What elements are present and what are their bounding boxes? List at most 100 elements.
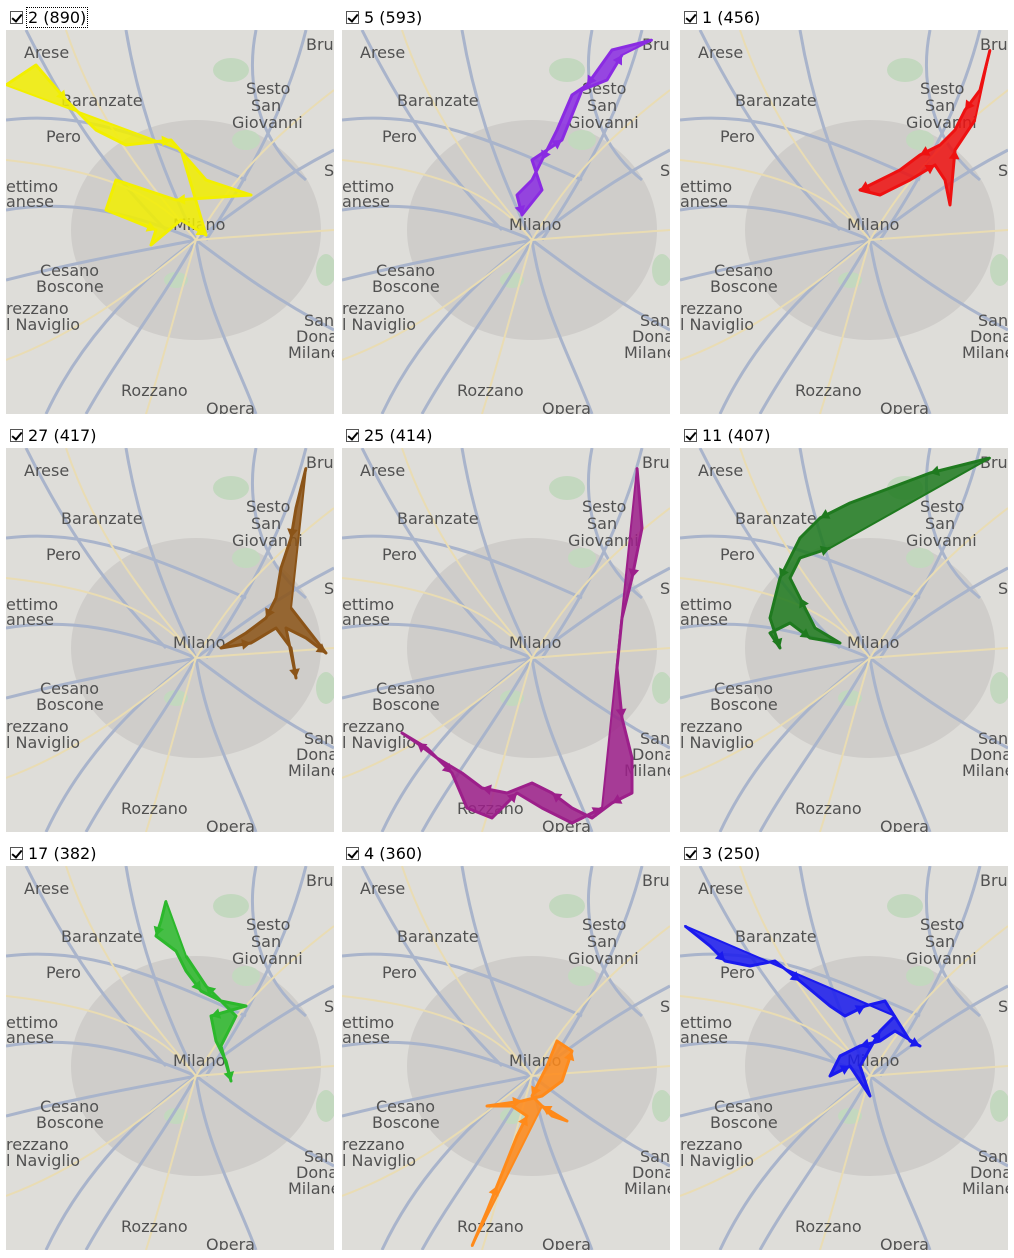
place-label-donato: San [304,729,334,748]
road-line [342,656,533,700]
place-label-donato: Milane [624,343,670,362]
place-label-rozzano: Rozzano [457,1217,524,1236]
panel-checkbox[interactable] [10,10,23,24]
trajectory-arrow [789,971,800,981]
place-label-arese: Arese [360,461,405,480]
place-label-baranzate: Baranzate [735,927,817,946]
trajectory-arrow [551,140,562,150]
panel-label[interactable]: 5 (593) [364,7,423,27]
road-line [194,239,258,414]
trajectory-line [6,63,253,247]
road-line [868,239,932,414]
panel-label[interactable]: 4 (360) [364,843,423,863]
minor-road-line [195,925,334,1077]
panel-checkbox[interactable] [346,846,359,860]
place-label-sesto: Sesto [582,915,626,934]
place-label-rozzano: Rozzano [795,1217,862,1236]
place-label-pero: Pero [46,963,81,982]
place-label-naviglio: l Naviglio [680,315,754,334]
place-label-cesano: Cesano [376,679,435,698]
road-line [84,657,198,832]
minor-road-line [680,239,871,361]
park-area [652,1090,670,1122]
place-label-settimo: anese [680,610,728,629]
place-label-baranzate: Baranzate [397,927,479,946]
place-label-sesto: Giovanni [232,113,303,132]
place-label-naviglio: rezzano [6,299,69,318]
panel-checkbox[interactable] [10,428,23,442]
trajectory-arrow [211,1008,222,1019]
trajectory-panel: 11 (407) Arese Bru Baranzate Sesto San Giovann… [680,424,1010,840]
road-line [6,534,247,600]
road-line [6,622,197,660]
trajectory-arrow [506,793,517,804]
road-line [531,238,670,332]
place-label-arese: Arese [360,43,405,62]
trajectory-line [219,467,328,680]
park-area [887,58,923,82]
place-label-pero: Pero [720,545,755,564]
place-label-milano: Milano [173,633,225,652]
park-area [990,672,1008,704]
panel-checkbox[interactable] [684,846,697,860]
park-area [906,548,934,568]
panel-checkbox[interactable] [10,846,23,860]
minor-road-line [531,229,670,241]
minor-road-line [869,229,1008,241]
road-line [680,238,871,282]
park-area [549,476,585,500]
park-area [316,672,334,704]
place-label-cesano: Cesano [40,679,99,698]
park-area [316,254,334,286]
place-label-sesto: Giovanni [232,531,303,550]
panel-checkbox[interactable] [684,10,697,24]
road-line [204,448,308,659]
panel-checkbox[interactable] [684,428,697,442]
panel-label[interactable]: 27 (417) [28,425,97,445]
place-label-settimo: ettimo [6,1013,58,1032]
panel-label[interactable]: 2 (890) [25,6,89,28]
map-canvas: Arese BruBaranzateSestoSanGiovanniPeroSet… [6,30,334,414]
park-area [568,966,596,986]
trajectory-arrow [514,204,526,215]
minor-road-line [819,239,871,414]
panel-checkbox[interactable] [346,10,359,24]
panel-label[interactable]: 11 (407) [702,425,771,445]
minor-road-line [6,239,197,361]
road-line [869,148,1008,242]
panel-checkbox[interactable] [346,428,359,442]
place-label-sesto: Sesto [582,497,626,516]
place-label-naviglio: l Naviglio [342,1151,416,1170]
panel-label[interactable]: 3 (250) [702,843,761,863]
place-label-milano: Milano [847,215,899,234]
road-line [878,866,982,1077]
place-label-donato: San [978,729,1008,748]
road-line [680,952,921,1018]
place-label-sesto: San [587,96,617,115]
place-label-donato: Dona [632,1163,670,1182]
trajectory-panel: 2 (890) Arese Bru Baranzate Sesto San Giovanni… [6,6,336,422]
panel-label[interactable]: 17 (382) [28,843,97,863]
place-label-sesto: San [251,96,281,115]
place-label-cesano: Boscone [36,277,104,296]
road-line [420,657,534,832]
minor-road-line [145,657,197,832]
place-label-settimo: anese [680,192,728,211]
panel-label[interactable]: 1 (456) [702,7,761,27]
trajectory-arrow [819,545,830,556]
panel-label[interactable]: 25 (414) [364,425,433,445]
place-label-settimo: anese [680,1028,728,1047]
minor-road-line [6,577,197,659]
place-label-sesto: Sesto [246,79,290,98]
trajectory-line [515,38,653,217]
place-label-donato: Dona [970,1163,1008,1182]
